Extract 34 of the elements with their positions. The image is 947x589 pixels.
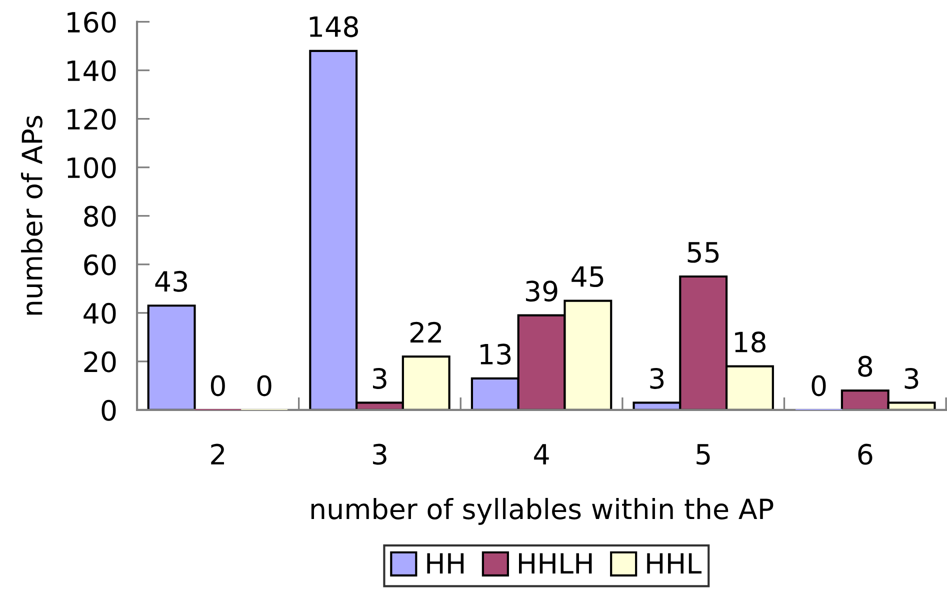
y-tick-label: 140: [68, 60, 116, 82]
legend-label: HH: [427, 553, 464, 574]
data-label: 3: [904, 368, 918, 389]
data-label: 43: [155, 270, 187, 292]
legend-label: HHL: [647, 553, 702, 574]
data-label: 18: [735, 332, 766, 353]
data-label: 148: [310, 16, 358, 38]
x-tick-label: 2: [211, 444, 224, 464]
y-tick-label: 100: [68, 157, 116, 178]
y-tick-label: 80: [84, 206, 116, 227]
y-tick-label: 160: [68, 12, 116, 33]
data-label: 8: [858, 356, 872, 377]
data-label: 39: [526, 280, 558, 302]
y-tick-label: 0: [102, 400, 116, 421]
legend-label: HHLH: [519, 553, 592, 574]
data-label: 55: [688, 242, 719, 263]
data-label: 0: [257, 375, 272, 396]
data-label: 0: [812, 375, 826, 396]
y-tick-label: 20: [84, 351, 116, 372]
x-tick-label: 4: [534, 444, 549, 464]
x-axis-title: number of syllables within the AP: [311, 498, 774, 525]
data-label: 13: [480, 344, 511, 365]
x-tick-label: 3: [373, 444, 386, 465]
data-label: 3: [650, 368, 664, 389]
data-label: 3: [373, 368, 386, 389]
x-tick-label: 6: [858, 444, 872, 465]
y-tick-label: 60: [84, 254, 116, 276]
data-label: 0: [210, 375, 225, 396]
y-tick-label: 40: [84, 302, 116, 324]
y-axis-title: number of APs: [21, 116, 43, 315]
data-label: 45: [572, 266, 604, 288]
y-tick-label: 120: [68, 108, 116, 130]
data-label: 22: [410, 322, 442, 342]
x-tick-label: 5: [696, 444, 710, 465]
